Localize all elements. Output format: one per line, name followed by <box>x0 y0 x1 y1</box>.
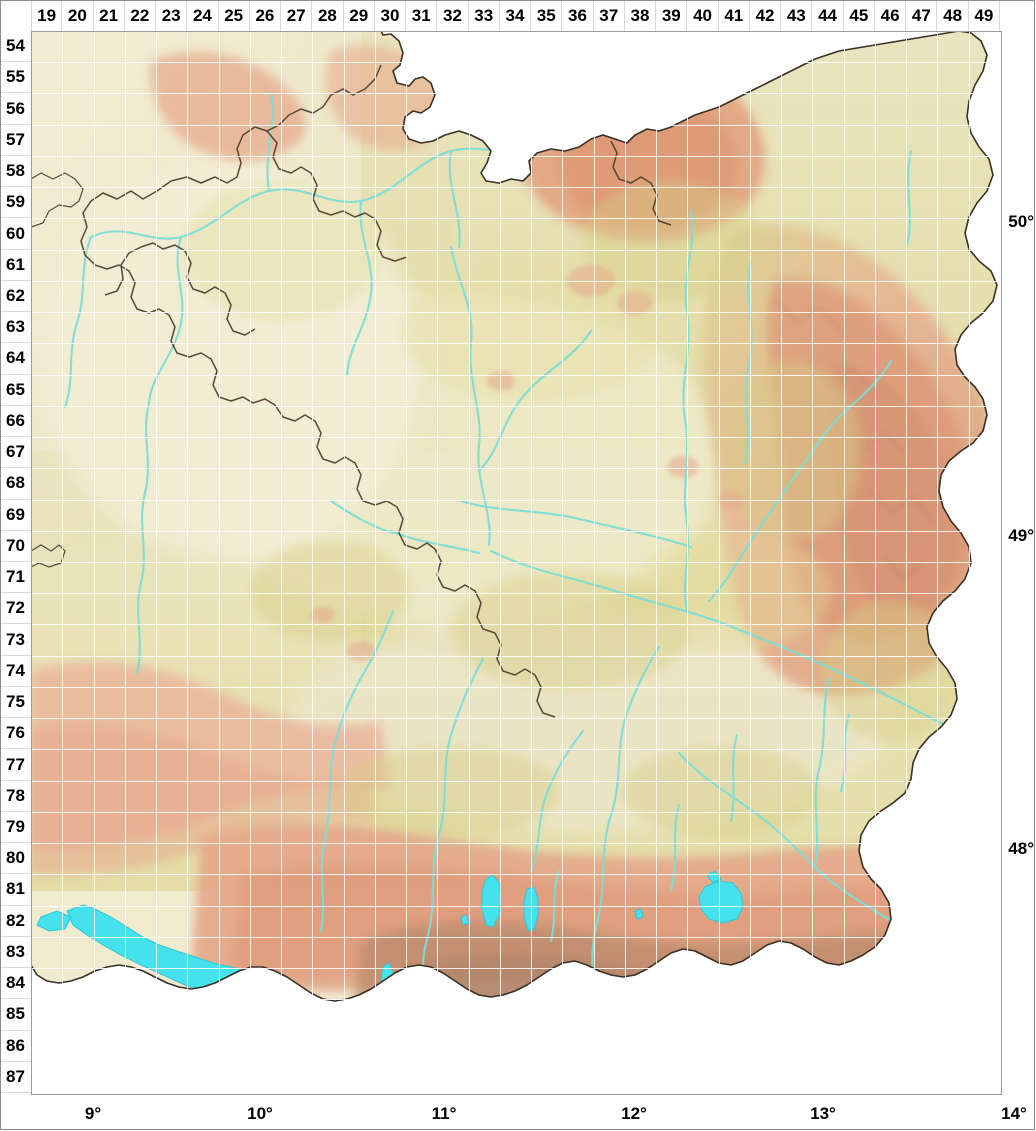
internal-boundaries <box>80 64 672 718</box>
column-header-46[interactable]: 46 <box>875 0 907 31</box>
state-border <box>31 31 998 1002</box>
row-header-84[interactable]: 84 <box>0 968 31 1000</box>
row-header-70[interactable]: 70 <box>0 531 31 562</box>
column-header-40[interactable]: 40 <box>687 0 719 31</box>
column-header-30[interactable]: 30 <box>375 0 407 31</box>
row-header-55[interactable]: 55 <box>0 62 31 94</box>
row-header-60[interactable]: 60 <box>0 218 31 250</box>
column-header-20[interactable]: 20 <box>62 0 94 31</box>
row-header-73[interactable]: 73 <box>0 624 31 656</box>
row-header-80[interactable]: 80 <box>0 843 31 875</box>
column-header-19[interactable]: 19 <box>31 0 63 31</box>
longitude-axis: 9° 10° 11° 12° 13° 14° <box>0 1096 1036 1131</box>
row-header-61[interactable]: 61 <box>0 250 31 281</box>
row-header-87[interactable]: 87 <box>0 1062 31 1093</box>
row-header-54[interactable]: 54 <box>0 31 31 63</box>
column-header-43[interactable]: 43 <box>781 0 813 31</box>
column-header-24[interactable]: 24 <box>187 0 219 31</box>
row-header-78[interactable]: 78 <box>0 781 31 812</box>
row-header-56[interactable]: 56 <box>0 93 31 125</box>
row-header-69[interactable]: 69 <box>0 500 31 531</box>
row-header-62[interactable]: 62 <box>0 281 31 313</box>
column-header-48[interactable]: 48 <box>937 0 969 31</box>
row-header-58[interactable]: 58 <box>0 156 31 188</box>
column-header-44[interactable]: 44 <box>812 0 844 31</box>
row-header-86[interactable]: 86 <box>0 1031 31 1062</box>
column-header-39[interactable]: 39 <box>656 0 688 31</box>
row-header-74[interactable]: 74 <box>0 656 31 687</box>
longitude-tick-11deg: 11° <box>431 1103 457 1123</box>
map-canvas[interactable] <box>31 31 1000 1093</box>
column-header-21[interactable]: 21 <box>94 0 125 31</box>
row-header-75[interactable]: 75 <box>0 687 31 719</box>
column-header-29[interactable]: 29 <box>344 0 375 31</box>
column-header-47[interactable]: 47 <box>906 0 938 31</box>
row-header-strip: 54 55 56 57 58 59 60 61 62 63 64 65 66 67 68 69 70 71 72 73… <box>0 31 31 1093</box>
row-header-83[interactable]: 83 <box>0 937 31 969</box>
longitude-tick-10deg: 10° <box>247 1103 273 1123</box>
column-header-49[interactable]: 49 <box>969 0 1000 31</box>
row-header-63[interactable]: 63 <box>0 312 31 344</box>
row-header-79[interactable]: 79 <box>0 812 31 844</box>
column-header-37[interactable]: 37 <box>594 0 625 31</box>
latitude-axis: 50° 49° 48° <box>1000 0 1036 1131</box>
column-header-strip: 19 20 21 22 23 24 25 26 27 28 29 30 31 32 33 34 35 36 37 38… <box>0 0 1036 31</box>
row-header-85[interactable]: 85 <box>0 999 31 1031</box>
longitude-tick-9deg: 9° <box>84 1103 102 1123</box>
row-header-71[interactable]: 71 <box>0 562 31 594</box>
column-header-25[interactable]: 25 <box>219 0 250 31</box>
row-header-65[interactable]: 65 <box>0 375 31 406</box>
column-header-34[interactable]: 34 <box>500 0 532 31</box>
column-header-32[interactable]: 32 <box>437 0 469 31</box>
latitude-tick-49deg: 49° <box>1008 526 1034 545</box>
row-header-66[interactable]: 66 <box>0 406 31 438</box>
column-header-41[interactable]: 41 <box>719 0 750 31</box>
column-header-33[interactable]: 33 <box>469 0 500 31</box>
row-header-81[interactable]: 81 <box>0 874 31 906</box>
column-header-26[interactable]: 26 <box>250 0 282 31</box>
row-header-76[interactable]: 76 <box>0 718 31 750</box>
column-header-35[interactable]: 35 <box>531 0 563 31</box>
relief-map-svg <box>31 31 1000 1093</box>
longitude-tick-14deg: 14° <box>1001 1103 1027 1123</box>
row-header-59[interactable]: 59 <box>0 187 31 219</box>
row-header-64[interactable]: 64 <box>0 343 31 375</box>
row-header-57[interactable]: 57 <box>0 125 31 156</box>
lakes-layer <box>36 870 744 1001</box>
column-header-38[interactable]: 38 <box>625 0 657 31</box>
column-header-45[interactable]: 45 <box>844 0 875 31</box>
latitude-tick-48deg: 48° <box>1008 839 1034 858</box>
column-header-31[interactable]: 31 <box>406 0 438 31</box>
terrain-layer <box>31 31 997 1001</box>
row-header-68[interactable]: 68 <box>0 468 31 500</box>
longitude-tick-13deg: 13° <box>810 1103 836 1123</box>
latitude-tick-50deg: 50° <box>1008 212 1034 231</box>
longitude-tick-12deg: 12° <box>621 1103 647 1123</box>
row-header-72[interactable]: 72 <box>0 593 31 625</box>
column-header-23[interactable]: 23 <box>156 0 188 31</box>
row-header-82[interactable]: 82 <box>0 906 31 937</box>
column-header-28[interactable]: 28 <box>312 0 344 31</box>
row-header-67[interactable]: 67 <box>0 437 31 469</box>
column-header-22[interactable]: 22 <box>125 0 157 31</box>
column-header-42[interactable]: 42 <box>750 0 782 31</box>
column-header-36[interactable]: 36 <box>562 0 594 31</box>
neighbour-borders <box>31 172 84 568</box>
column-header-27[interactable]: 27 <box>281 0 313 31</box>
row-header-77[interactable]: 77 <box>0 749 31 781</box>
